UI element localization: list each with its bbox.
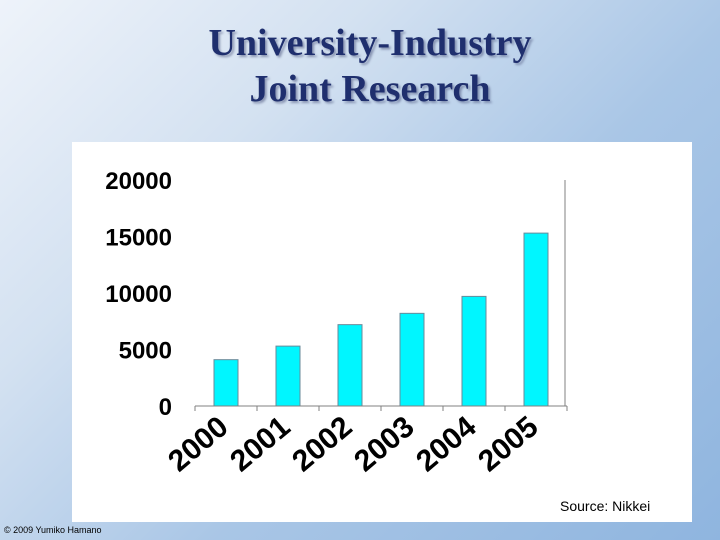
slide-title: University-Industry Joint Research	[0, 20, 720, 112]
x-tick-label: 2001	[224, 410, 296, 478]
title-line-1: University-Industry	[208, 22, 532, 64]
y-tick-label: 10000	[105, 281, 172, 308]
bar-2003	[399, 312, 425, 407]
x-tick-label: 2005	[472, 410, 544, 478]
bar-2000	[213, 359, 239, 407]
source-note: Source: Nikkei	[560, 498, 651, 514]
title-line-2: Joint Research	[249, 68, 491, 110]
bar-2002	[337, 324, 363, 407]
bar-2001	[275, 345, 301, 407]
chart-panel	[72, 142, 692, 522]
x-tick-label: 2000	[162, 410, 234, 478]
x-tick-label: 2002	[286, 410, 358, 478]
x-tick-label: 2004	[410, 410, 483, 478]
y-tick-label: 20000	[105, 168, 172, 195]
x-tick-label: 2003	[348, 410, 420, 478]
bar-2004	[461, 295, 487, 407]
y-tick-label: 5000	[119, 338, 172, 365]
bar-2005	[523, 232, 549, 407]
y-tick-label: 15000	[105, 225, 172, 252]
y-tick-label: 0	[159, 394, 172, 421]
copyright-note: © 2009 Yumiko Hamano	[4, 525, 102, 535]
